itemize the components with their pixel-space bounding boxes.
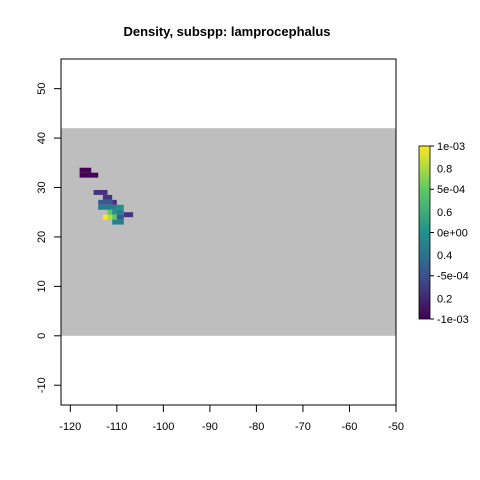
y-tick-label: 30 bbox=[36, 181, 48, 193]
density-cell-15 bbox=[116, 214, 124, 220]
colorbar-tick-label: 5e-04 bbox=[437, 184, 465, 196]
density-cell-1 bbox=[79, 172, 99, 178]
density-cell-2 bbox=[93, 189, 108, 195]
y-tick-label: 40 bbox=[36, 132, 48, 144]
y-axis: -10 0 10 20 30 40 50 bbox=[36, 83, 62, 393]
x-axis: -120 -110 -100 -90 -80 -70 -60 -50 bbox=[59, 404, 404, 433]
colorbar-tick-label: -5e-04 bbox=[437, 271, 469, 283]
x-tick-label: -120 bbox=[59, 421, 81, 433]
colorbar-value-label: 0.8 bbox=[437, 164, 452, 176]
colorbar-gradient bbox=[418, 145, 431, 320]
density-cell-5 bbox=[112, 199, 117, 205]
y-tick-label: 0 bbox=[36, 333, 48, 339]
chart-title: Density, subspp: lamprocephalus bbox=[123, 24, 330, 39]
x-tick-label: -100 bbox=[152, 421, 174, 433]
density-cell-9 bbox=[112, 209, 117, 215]
x-tick-label: -70 bbox=[295, 421, 311, 433]
background-region-layer bbox=[61, 128, 396, 336]
colorbar-tick-label: -1e-03 bbox=[437, 314, 469, 326]
density-cell-13 bbox=[107, 214, 113, 220]
x-tick-label: -110 bbox=[106, 421, 127, 433]
density-cell-11 bbox=[123, 212, 134, 218]
x-tick-label: -90 bbox=[202, 421, 218, 433]
background-region bbox=[61, 128, 396, 336]
y-tick-label: 10 bbox=[36, 280, 48, 292]
colorbar-value-label: 0.6 bbox=[437, 207, 452, 219]
x-tick-label: -80 bbox=[248, 421, 264, 433]
density-cell-14 bbox=[112, 214, 117, 220]
colorbar-value-label: 0.2 bbox=[437, 293, 452, 305]
density-cell-0 bbox=[79, 167, 92, 173]
density-cell-4 bbox=[98, 199, 113, 205]
colorbar-tick-label: 1e-03 bbox=[437, 141, 465, 153]
density-cell-8 bbox=[107, 209, 113, 215]
colorbar: -1e-03 -5e-04 0e+00 5e-04 1e-03 0.2 0.4 0.6 0.8 bbox=[418, 141, 469, 326]
y-tick-label: 20 bbox=[36, 231, 48, 243]
density-cell-12 bbox=[102, 214, 108, 220]
y-tick-label: 50 bbox=[36, 83, 48, 95]
density-cells-layer bbox=[79, 167, 134, 225]
x-tick-label: -50 bbox=[388, 421, 404, 433]
x-tick-label: -60 bbox=[342, 421, 358, 433]
density-cell-3 bbox=[102, 194, 113, 200]
density-cell-7 bbox=[116, 204, 124, 210]
colorbar-tick-label: 0e+00 bbox=[437, 227, 468, 239]
y-tick-label: -10 bbox=[36, 377, 48, 393]
density-cell-10 bbox=[116, 209, 124, 215]
density-cell-6 bbox=[98, 204, 117, 210]
colorbar-value-label: 0.4 bbox=[437, 250, 452, 262]
density-cell-16 bbox=[112, 219, 124, 225]
